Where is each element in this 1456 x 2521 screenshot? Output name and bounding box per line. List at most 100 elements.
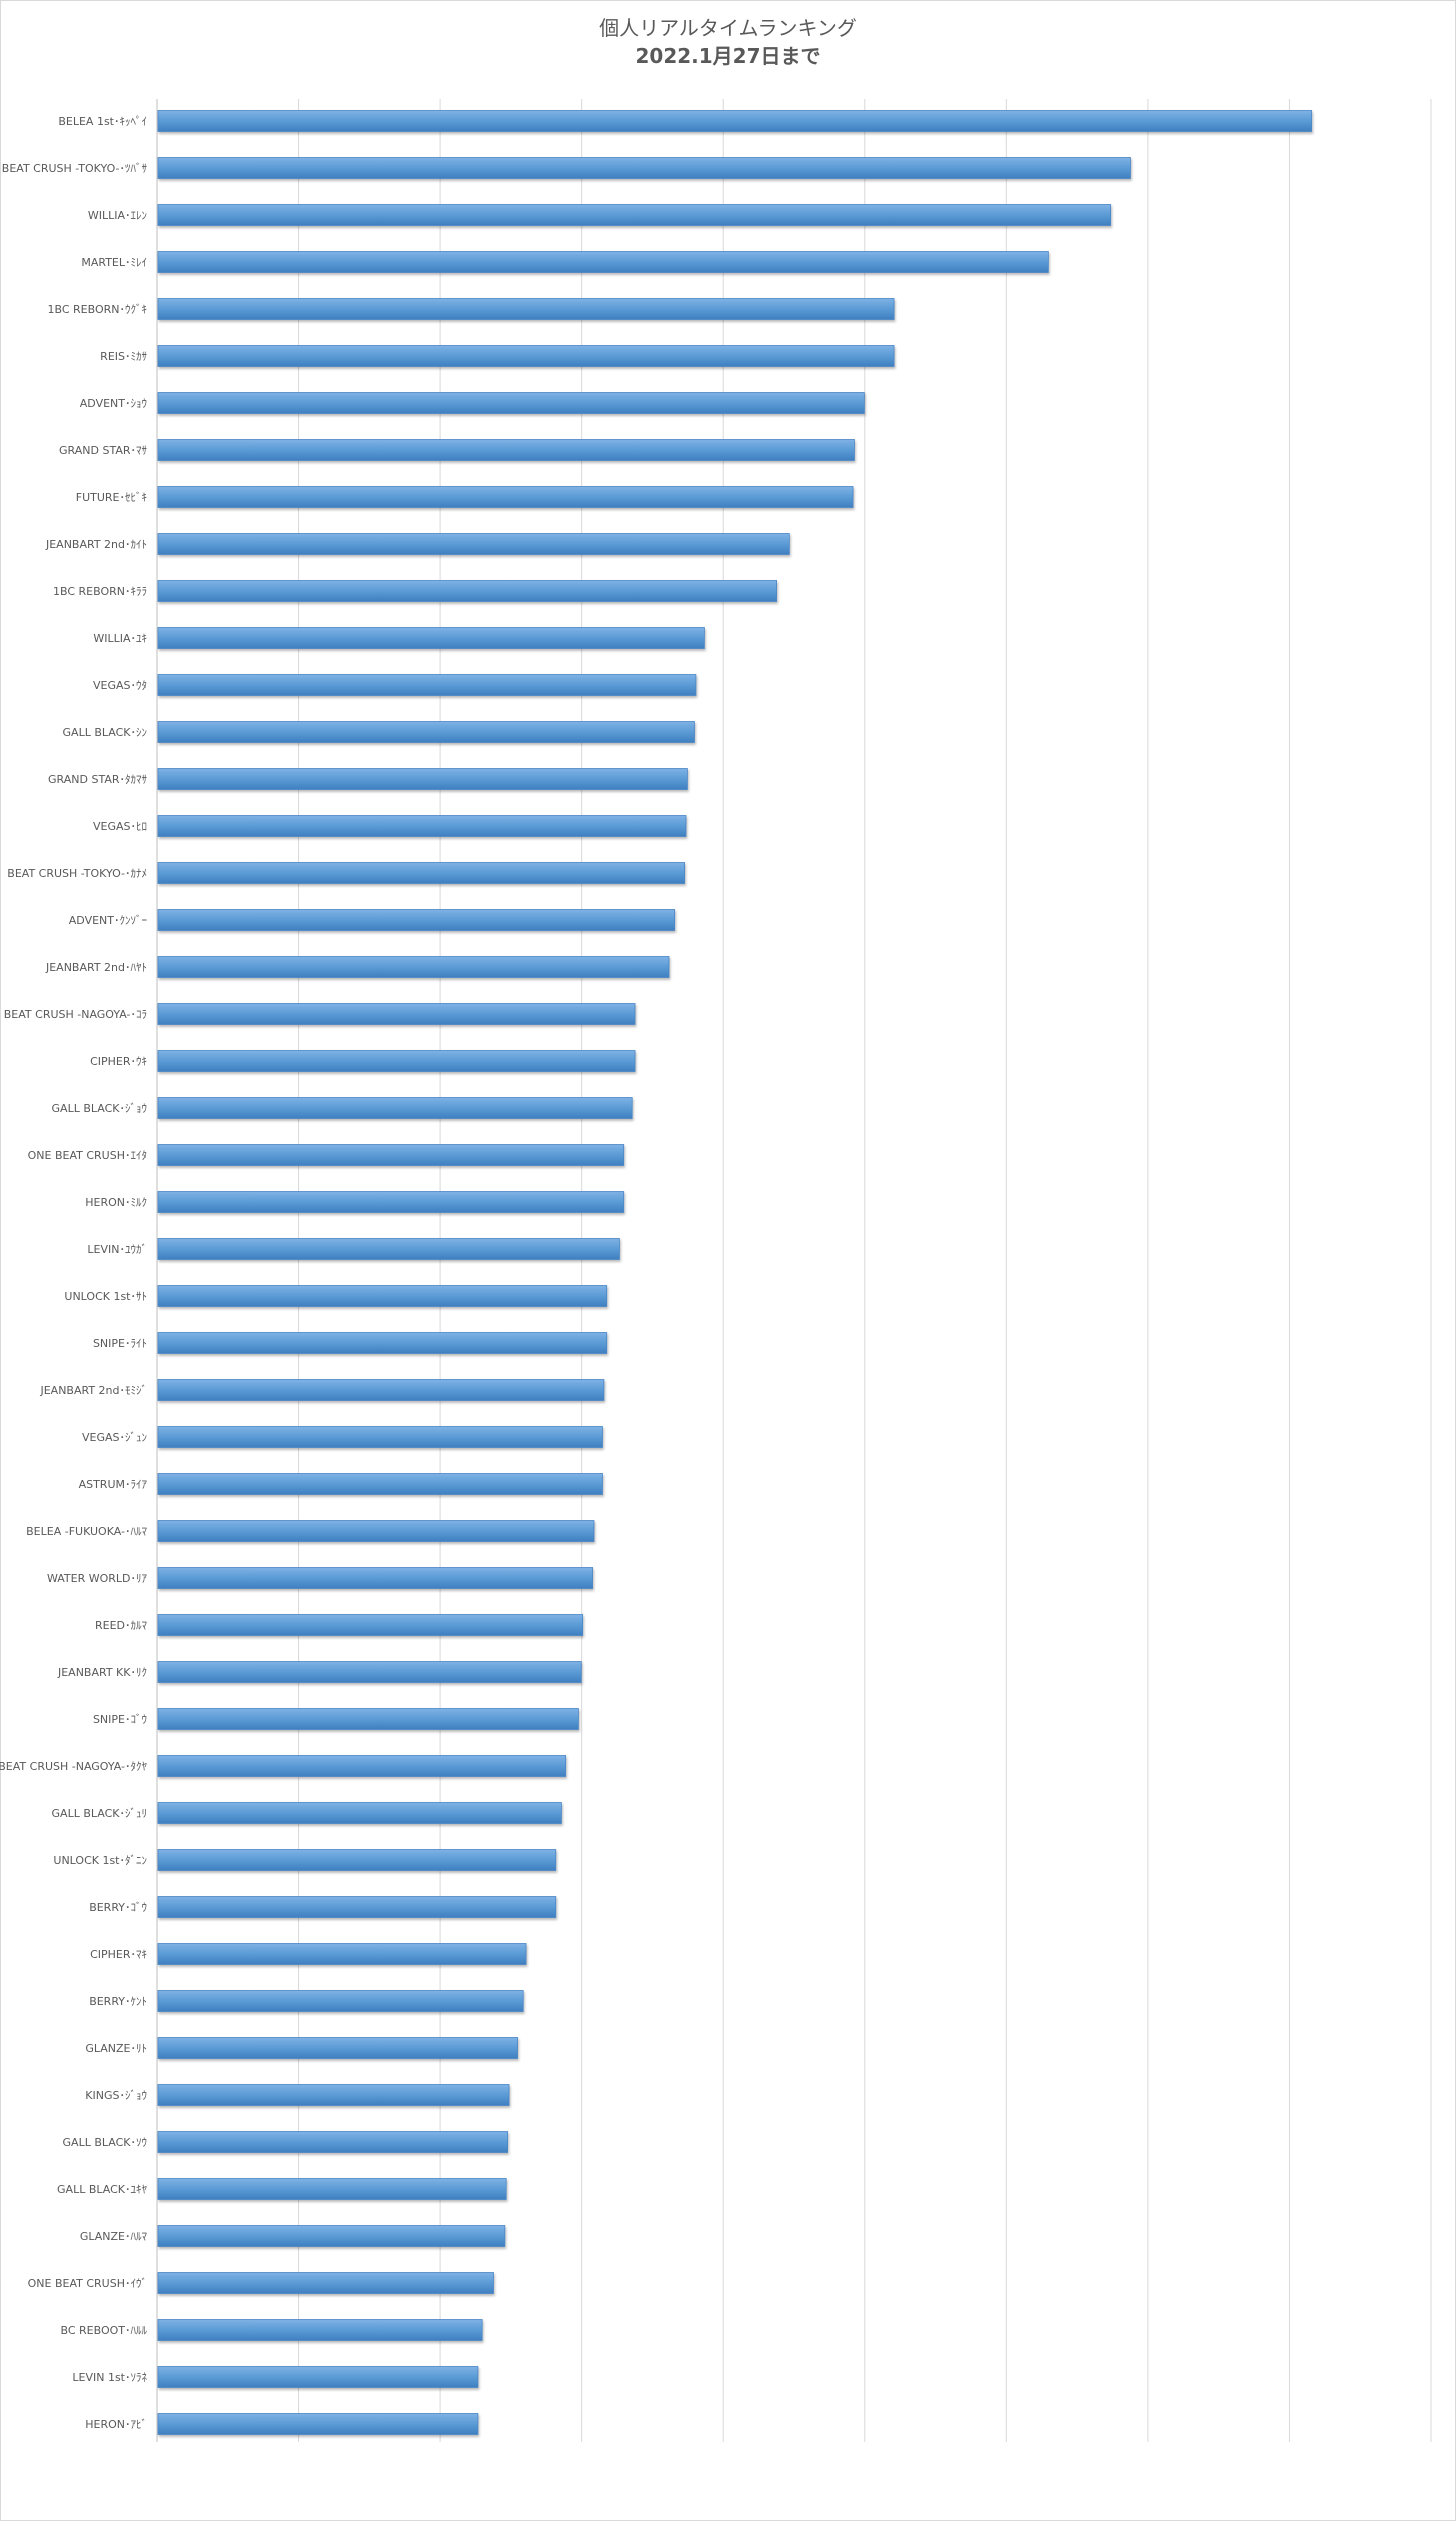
bar bbox=[157, 627, 705, 649]
category-label: JEANBART 2nd･ﾓﾐｼﾞ bbox=[39, 1384, 147, 1397]
bar bbox=[157, 251, 1049, 273]
bar bbox=[157, 1332, 608, 1354]
category-label: SNIPE･ｺﾞｳ bbox=[93, 1713, 147, 1726]
category-label: BC REBOOT･ﾊﾙﾙ bbox=[60, 2324, 147, 2337]
category-label: BEAT CRUSH -NAGOYA-･ﾀｸﾔ bbox=[0, 1760, 147, 1773]
bar bbox=[157, 533, 790, 555]
category-label: 1BC REBORN･ｷﾗﾗ bbox=[53, 585, 147, 598]
chart-title-block: 個人リアルタイムランキング 2022.1月27日まで bbox=[0, 14, 1456, 70]
category-label: FUTURE･ｾﾋﾞｷ bbox=[76, 491, 147, 504]
bar bbox=[157, 1661, 582, 1683]
category-label: VEGAS･ｼﾞｭﾝ bbox=[82, 1431, 147, 1444]
bar bbox=[157, 1144, 625, 1166]
category-label: ASTRUM･ﾗｲｱ bbox=[79, 1478, 148, 1491]
category-label: BEAT CRUSH -TOKYO-･ｶﾅﾒ bbox=[7, 867, 147, 880]
bar bbox=[157, 956, 670, 978]
bar bbox=[157, 1708, 579, 1730]
category-label: ADVENT･ｼｮｳ bbox=[80, 397, 147, 410]
bar bbox=[157, 1285, 608, 1307]
bar bbox=[157, 1614, 584, 1636]
bar bbox=[157, 1050, 636, 1072]
bar bbox=[157, 345, 895, 367]
bar bbox=[157, 1849, 557, 1871]
category-label: JEANBART 2nd･ﾊﾔﾄ bbox=[45, 961, 147, 974]
category-label: MARTEL･ﾐﾚｲ bbox=[81, 256, 147, 269]
category-label: GALL BLACK･ｼﾞｭﾘ bbox=[52, 1807, 147, 1820]
bar bbox=[157, 721, 695, 743]
category-label: JEANBART 2nd･ｶｲﾄ bbox=[45, 538, 147, 551]
category-label: REIS･ﾐｶｻ bbox=[100, 350, 147, 363]
bar bbox=[157, 580, 777, 602]
bar bbox=[157, 439, 855, 461]
bar bbox=[157, 204, 1112, 226]
category-label: SNIPE･ﾗｲﾄ bbox=[93, 1337, 147, 1350]
category-label: BERRY･ｹﾝﾄ bbox=[89, 1995, 147, 2008]
category-label: BELEA 1st･ｷｯﾍﾟｲ bbox=[58, 115, 147, 128]
bar bbox=[157, 674, 697, 696]
category-label: VEGAS･ｳﾀ bbox=[93, 679, 147, 692]
bar bbox=[157, 2131, 509, 2153]
bar bbox=[157, 2178, 507, 2200]
category-label: BEAT CRUSH -NAGOYA-･ｺﾗ bbox=[4, 1008, 147, 1021]
bar bbox=[157, 1567, 593, 1589]
bar bbox=[157, 1802, 562, 1824]
category-label: GLANZE･ﾊﾙﾏ bbox=[80, 2230, 148, 2243]
category-label: UNLOCK 1st･ﾀﾞﾆﾝ bbox=[53, 1854, 147, 1867]
bar bbox=[157, 909, 676, 931]
bar bbox=[157, 486, 854, 508]
bar bbox=[157, 768, 688, 790]
bar bbox=[157, 2413, 479, 2435]
bar bbox=[157, 2084, 510, 2106]
chart-subtitle: 2022.1月27日まで bbox=[635, 44, 821, 68]
category-label: GALL BLACK･ﾕｷﾔ bbox=[57, 2183, 147, 2196]
category-label: GALL BLACK･ｿｳ bbox=[63, 2136, 147, 2149]
bar bbox=[157, 1473, 603, 1495]
bar bbox=[157, 1097, 633, 1119]
category-label: UNLOCK 1st･ｻﾄ bbox=[64, 1290, 147, 1303]
category-label: GALL BLACK･ｼﾝ bbox=[63, 726, 147, 739]
category-label: BEAT CRUSH -TOKYO-･ﾂﾊﾞｻ bbox=[2, 162, 148, 175]
category-label: REED･ｶﾙﾏ bbox=[95, 1619, 148, 1632]
bar bbox=[157, 2272, 494, 2294]
category-label: LEVIN 1st･ｿﾗﾈ bbox=[72, 2371, 147, 2384]
category-label: WILLIA･ｴﾚﾝ bbox=[88, 209, 147, 222]
category-label: LEVIN･ﾕｳｶﾞ bbox=[87, 1243, 147, 1256]
category-label: VEGAS･ﾋﾛ bbox=[93, 820, 147, 833]
bar bbox=[157, 862, 685, 884]
category-label: GRAND STAR･ﾀｶﾏｻ bbox=[48, 773, 147, 786]
bar bbox=[157, 110, 1313, 132]
category-label: HERON･ｱﾋﾞ bbox=[85, 2418, 147, 2431]
bars bbox=[157, 110, 1313, 2435]
bar bbox=[157, 1896, 557, 1918]
category-label: ADVENT･ｸﾝｿﾞｰ bbox=[69, 914, 147, 927]
category-label: ONE BEAT CRUSH･ｴｲﾀ bbox=[28, 1149, 147, 1162]
bar bbox=[157, 1943, 527, 1965]
category-label: ONE BEAT CRUSH･ｲｳﾞ bbox=[28, 2277, 147, 2290]
category-label: GRAND STAR･ﾏｻ bbox=[59, 444, 147, 457]
bar bbox=[157, 2225, 506, 2247]
category-label: KINGS･ｼﾞｮｳ bbox=[85, 2089, 147, 2102]
bar bbox=[157, 1426, 603, 1448]
category-label: WILLIA･ﾕｷ bbox=[93, 632, 147, 645]
bar bbox=[157, 2319, 483, 2341]
bar bbox=[157, 1755, 567, 1777]
category-label: JEANBART KK･ﾘｸ bbox=[57, 1666, 147, 1679]
bar bbox=[157, 298, 895, 320]
category-label: BELEA -FUKUOKA-･ﾊﾙﾏ bbox=[26, 1525, 147, 1538]
category-label: HERON･ﾐﾙｸ bbox=[85, 1196, 147, 1209]
bar bbox=[157, 1520, 595, 1542]
category-label: CIPHER･ﾏｷ bbox=[90, 1948, 147, 1961]
category-label: BERRY･ｺﾞｳ bbox=[89, 1901, 147, 1914]
bar bbox=[157, 1990, 524, 2012]
bar bbox=[157, 157, 1131, 179]
category-label: WATER WORLD･ﾘｱ bbox=[47, 1572, 148, 1585]
bar bbox=[157, 1379, 605, 1401]
bar bbox=[157, 1238, 620, 1260]
chart-title: 個人リアルタイムランキング bbox=[599, 16, 857, 40]
bar bbox=[157, 1191, 625, 1213]
category-label: CIPHER･ｳｷ bbox=[90, 1055, 147, 1068]
category-label: 1BC REBORN･ｳｸﾞｷ bbox=[47, 303, 147, 316]
bar bbox=[157, 392, 865, 414]
category-label: GLANZE･ﾘﾄ bbox=[85, 2042, 147, 2055]
